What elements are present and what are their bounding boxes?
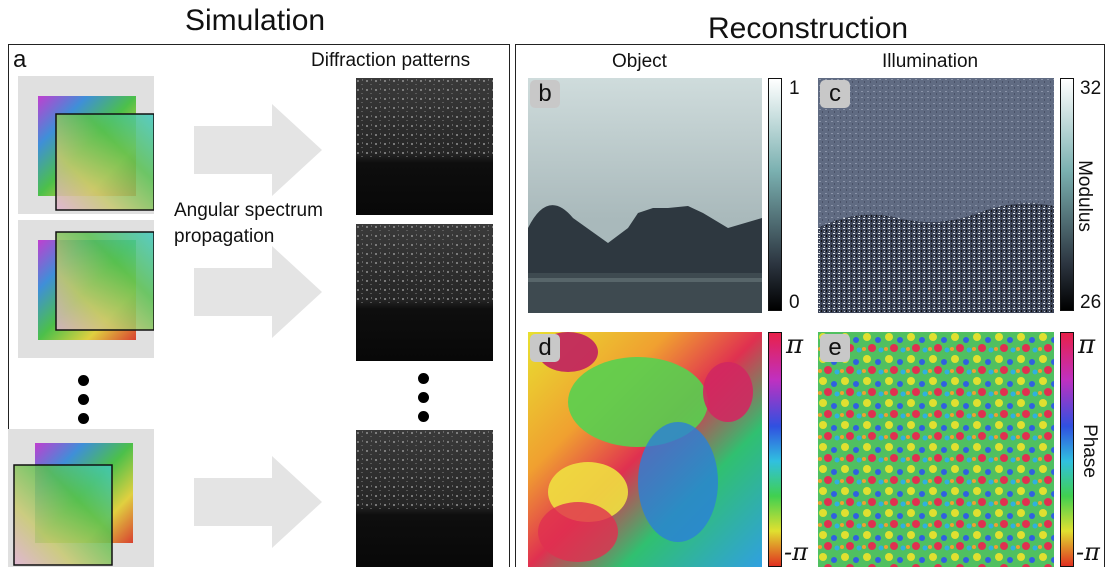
panel-label-e: e [820, 334, 850, 362]
object-modulus-min: 0 [789, 292, 800, 313]
object-phase-min: -π [784, 538, 808, 566]
object-phase-colorbar [768, 332, 782, 567]
illumination-phase-image [818, 332, 1054, 567]
illumination-heading: Illumination [882, 51, 979, 72]
propagation-arrow-1 [194, 104, 322, 196]
illumination-modulus-label: Modulus [1073, 160, 1095, 232]
propagation-label-line2: propagation [174, 226, 275, 247]
illumination-modulus-image [818, 78, 1054, 313]
object-modulus-colorbar [768, 78, 782, 311]
diffraction-heading: Diffraction patterns [311, 50, 471, 71]
illumination-modulus-min: 26 [1080, 292, 1102, 313]
ellipsis-dot [78, 375, 89, 386]
object-phase-max: π [786, 330, 804, 360]
illumination-phase-min: -π [1076, 538, 1100, 566]
propagation-label-line1: Angular spectrum [174, 200, 323, 221]
propagation-arrow-2 [194, 246, 322, 338]
illumination-modulus-colorbar [1060, 78, 1074, 311]
object-modulus-max: 1 [789, 78, 800, 99]
simulation-title: Simulation [185, 4, 326, 37]
reconstruction-panel [515, 44, 1105, 567]
panel-label-b: b [530, 80, 560, 108]
propagation-arrow-3 [194, 456, 322, 548]
ellipsis-dot [418, 411, 429, 422]
panel-label-d: d [530, 334, 560, 362]
ellipsis-dot [78, 413, 89, 424]
object-modulus-image [528, 78, 762, 313]
ellipsis-dot [418, 373, 429, 384]
reconstruction-title: Reconstruction [708, 12, 909, 45]
diffraction-pattern-3 [356, 430, 493, 567]
object-phase-image [528, 332, 762, 567]
illumination-phase-colorbar [1060, 332, 1074, 567]
ellipsis-dot [418, 392, 429, 403]
probe-object-stack-3 [8, 429, 154, 567]
panel-label-a: a [13, 46, 27, 73]
illumination-phase-label: Phase [1078, 424, 1100, 478]
probe-object-stack-1 [18, 76, 154, 214]
object-heading: Object [612, 51, 667, 72]
diffraction-pattern-2 [356, 224, 493, 361]
illumination-modulus-max: 32 [1080, 78, 1102, 99]
probe-object-stack-2 [18, 220, 154, 358]
ellipsis-dot [78, 394, 89, 405]
simulation-panel [8, 44, 510, 567]
diffraction-pattern-1 [356, 78, 493, 215]
panel-label-c: c [820, 80, 850, 108]
illumination-phase-max: π [1078, 330, 1096, 360]
